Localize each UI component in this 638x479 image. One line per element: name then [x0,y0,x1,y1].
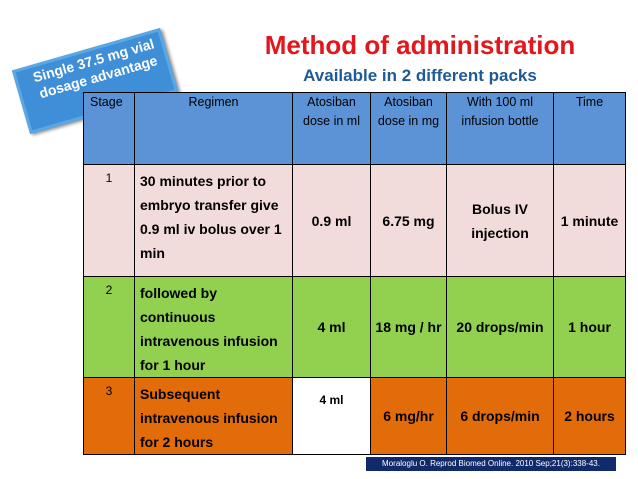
cell-dose-ml: 4 ml [292,377,371,455]
page-title: Method of administration [264,30,576,60]
cell-infusion: 6 drops/min [446,377,554,455]
header-dose-mg: Atosiban dose in mg [370,92,447,165]
table-row: 1 30 minutes prior to embryo transfer gi… [83,164,626,277]
cell-time: 1 hour [553,276,626,378]
cell-time: 2 hours [553,377,626,455]
cell-time: 1 minute [553,164,626,277]
cell-stage: 3 [83,377,135,455]
cell-dose-mg: 6 mg/hr [370,377,447,455]
cell-stage: 2 [83,276,135,378]
cell-infusion: 20 drops/min [446,276,554,378]
dosage-table: Stage Regimen Atosiban dose in ml Atosib… [83,92,626,455]
cell-dose-mg: 6.75 mg [370,164,447,277]
table-row: 2 followed by continuous intravenous inf… [83,276,626,378]
cell-dose-mg: 18 mg / hr [370,276,447,378]
header-infusion: With 100 ml infusion bottle [446,92,554,165]
cell-regimen: Subsequent intravenous infusion for 2 ho… [134,377,293,455]
header-time: Time [553,92,626,165]
table-header-row: Stage Regimen Atosiban dose in ml Atosib… [83,92,626,165]
cell-regimen: followed by continuous intravenous infus… [134,276,293,378]
header-regimen: Regimen [134,92,293,165]
page-subtitle: Available in 2 different packs [303,66,537,85]
cell-infusion: Bolus IV injection [446,164,554,277]
cell-stage: 1 [83,164,135,277]
header-dose-ml: Atosiban dose in ml [292,92,371,165]
cell-dose-ml: 4 ml [292,276,371,378]
citation: Moraloglu O. Reprod Biomed Online. 2010 … [366,457,616,471]
cell-regimen: 30 minutes prior to embryo transfer give… [134,164,293,277]
table-row: 3 Subsequent intravenous infusion for 2 … [83,377,626,455]
cell-dose-ml: 0.9 ml [292,164,371,277]
header-stage: Stage [83,92,135,165]
